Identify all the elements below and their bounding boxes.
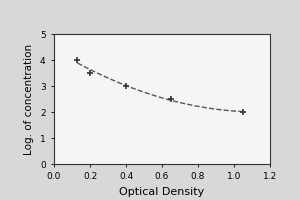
Y-axis label: Log. of concentration: Log. of concentration [24, 43, 34, 155]
X-axis label: Optical Density: Optical Density [119, 187, 205, 197]
